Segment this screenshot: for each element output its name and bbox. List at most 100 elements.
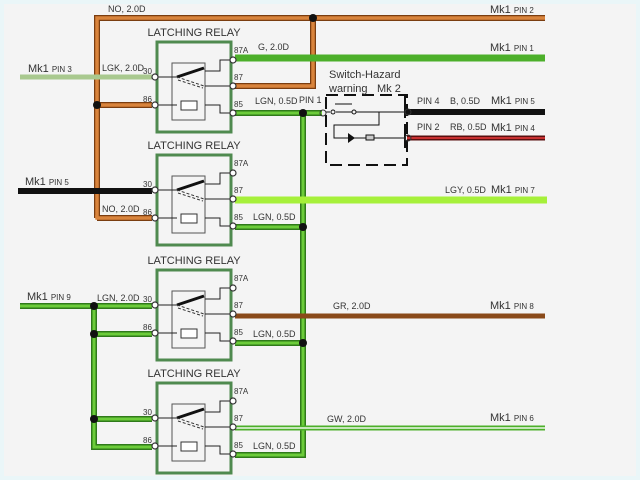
latching-relay-3: LATCHING RELAY 30 86 87A 87 85 xyxy=(143,255,249,362)
wire-label: NO, 2.0D xyxy=(102,204,140,214)
diode-icon xyxy=(348,133,355,143)
junction-dot xyxy=(299,223,307,231)
wire-lgn20-core xyxy=(20,304,152,449)
relay-inner-box xyxy=(171,403,206,462)
resistor-icon xyxy=(365,134,375,141)
junction-dot xyxy=(93,101,101,109)
latching-relay-1: LATCHING RELAY 30 86 87A 87 85 xyxy=(143,27,249,134)
relay-switch-alt xyxy=(176,304,205,317)
wire-label: LGK, 2.0D xyxy=(102,63,145,73)
relay-switch-alt xyxy=(176,417,205,430)
connector-mk1-pin4: Mk1 PIN 4 xyxy=(491,122,535,134)
wire-lgn-bus-core xyxy=(235,111,322,457)
relay-pin-label-p30: 30 xyxy=(143,180,152,189)
relay-internal-wiring xyxy=(155,172,233,227)
relay-pin-label-p86: 86 xyxy=(143,208,152,217)
wire-label: G, 2.0D xyxy=(258,42,290,52)
relay-box xyxy=(155,381,233,475)
relay-box xyxy=(155,40,233,134)
wire-label: RB, 0.5D xyxy=(450,122,487,132)
relay-inner-box xyxy=(171,62,206,121)
relay-switch-alt xyxy=(176,76,205,89)
wire-label: LGN, 0.5D xyxy=(253,212,296,222)
wire-label: NO, 2.0D xyxy=(108,4,146,14)
relay-terminal xyxy=(229,337,237,345)
relay-internal-wiring xyxy=(155,59,233,114)
relay-title: LATCHING RELAY xyxy=(147,140,241,152)
relay-terminal xyxy=(151,186,159,194)
relay-pin-label-p86: 86 xyxy=(143,95,152,104)
relay-pin-label-p87a: 87A xyxy=(234,46,249,55)
latching-relay-2: LATCHING RELAY 30 86 87A 87 85 xyxy=(143,140,249,247)
junction-dot xyxy=(90,330,98,338)
relay-pin-label-p87a: 87A xyxy=(234,387,249,396)
relay-inner-box xyxy=(171,290,206,349)
connector-mk1-pin2: Mk1 PIN 2 xyxy=(490,4,534,16)
switch-dashed-box xyxy=(325,94,408,166)
relay-switch-alt xyxy=(176,189,205,202)
junction-dot xyxy=(309,14,317,22)
switch-internal-wiring xyxy=(326,103,405,139)
relay-pin-label-p87: 87 xyxy=(234,414,243,423)
relay-coil-icon xyxy=(180,328,198,339)
connector-mk1-pin3: Mk1 PIN 3 xyxy=(28,63,72,75)
pin-terminal xyxy=(404,134,412,142)
junction-dot xyxy=(299,109,307,117)
wire-label: GW, 2.0D xyxy=(327,414,367,424)
relay-pin-label-p30: 30 xyxy=(143,408,152,417)
switch-subtitle: warning xyxy=(328,83,368,95)
switch-pin2-label: PIN 2 xyxy=(417,122,440,132)
relay-terminal xyxy=(229,56,237,64)
relay-terminal xyxy=(229,195,237,203)
switch-title: Switch-Hazard xyxy=(329,69,401,81)
wire-label: B, 0.5D xyxy=(450,96,481,106)
connector-mk1-pin8: Mk1 PIN 8 xyxy=(490,300,534,312)
connector-mk1-pin6: Mk1 PIN 6 xyxy=(490,412,534,424)
relay-pin-label-p87a: 87A xyxy=(234,274,249,283)
relay-terminal xyxy=(151,301,159,309)
relay-internal-wiring xyxy=(155,400,233,455)
relay-terminal xyxy=(229,222,237,230)
wire-no-top-core xyxy=(95,16,545,218)
junction-dot xyxy=(90,302,98,310)
wire-label: LGN, 0.5D xyxy=(255,96,298,106)
relay-pin-label-p86: 86 xyxy=(143,323,152,332)
wire-label: GR, 2.0D xyxy=(333,301,371,311)
relay-box xyxy=(155,268,233,362)
switch-contact xyxy=(351,109,357,115)
wire-no-86-r2-core xyxy=(95,215,152,220)
relay-terminal xyxy=(151,101,159,109)
relay-switch-arm xyxy=(176,294,205,307)
switch-pin1-label: PIN 1 xyxy=(299,95,322,105)
wire-no-to-87-core xyxy=(235,18,315,88)
relay-terminal xyxy=(229,284,237,292)
relay-pin-label-p85: 85 xyxy=(234,213,243,222)
relay-terminal xyxy=(151,329,159,337)
wire-label: LGN, 2.0D xyxy=(97,293,140,303)
relay-pin-label-p85: 85 xyxy=(234,328,243,337)
relay-inner-box xyxy=(171,175,206,234)
pin-terminal xyxy=(404,108,412,116)
relay-terminal xyxy=(229,423,237,431)
connector-mk1-pin5-left: Mk1 PIN 5 xyxy=(25,176,69,188)
relay-terminal xyxy=(229,109,237,117)
junction-dot xyxy=(299,339,307,347)
pin-terminal xyxy=(319,109,327,117)
relay-terminal xyxy=(151,414,159,422)
relay-title: LATCHING RELAY xyxy=(147,368,241,380)
relay-pin-label-p87: 87 xyxy=(234,186,243,195)
relay-terminal xyxy=(151,442,159,450)
relay-pin-label-p85: 85 xyxy=(234,441,243,450)
switch-contact xyxy=(330,109,336,115)
relay-title: LATCHING RELAY xyxy=(147,27,241,39)
relay-terminal xyxy=(229,310,237,318)
wire-label: LGN, 0.5D xyxy=(253,329,296,339)
relay-terminal xyxy=(151,73,159,81)
relay-pin-label-p87: 87 xyxy=(234,301,243,310)
relay-terminal xyxy=(151,214,159,222)
relay-coil-icon xyxy=(180,213,198,224)
latching-relay-4: LATCHING RELAY 30 86 87A 87 85 xyxy=(143,368,249,475)
relay-internal-wiring xyxy=(155,287,233,342)
